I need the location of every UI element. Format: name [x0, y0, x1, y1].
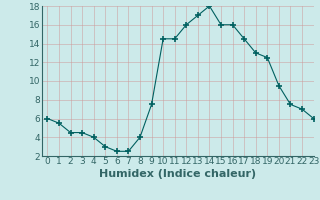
X-axis label: Humidex (Indice chaleur): Humidex (Indice chaleur)	[99, 169, 256, 179]
